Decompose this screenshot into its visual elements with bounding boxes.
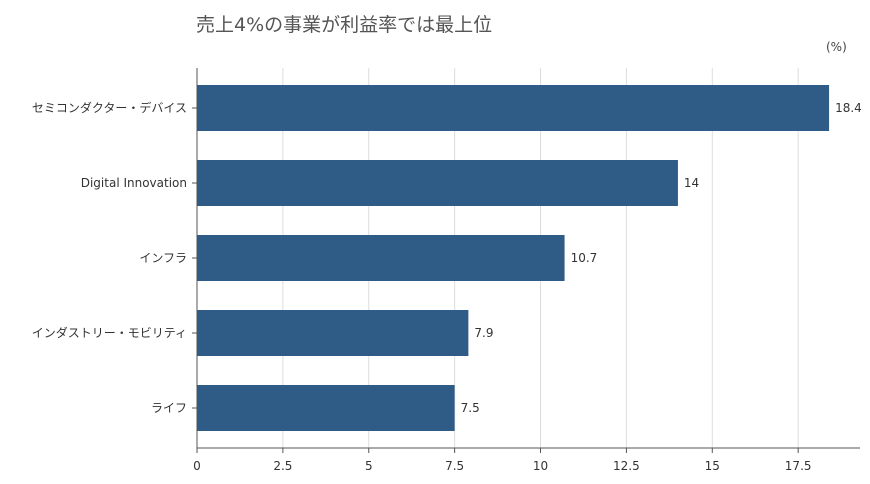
x-tick-label: 10 — [533, 459, 548, 473]
bar — [197, 310, 469, 356]
bar — [197, 385, 455, 431]
data-label: 10.7 — [571, 251, 598, 265]
chart-title: 売上4%の事業が利益率では最上位 — [196, 14, 493, 36]
category-label: セミコンダクター・デバイス — [32, 100, 187, 115]
data-label: 14 — [684, 176, 699, 190]
x-tick-label: 12.5 — [613, 459, 640, 473]
x-tick-label: 2.5 — [273, 459, 292, 473]
bar — [197, 85, 830, 131]
x-tick-label: 0 — [193, 459, 201, 473]
x-tick-label: 17.5 — [785, 459, 812, 473]
x-tick-label: 7.5 — [445, 459, 464, 473]
data-label: 18.4 — [835, 101, 862, 115]
unit-label: (%) — [826, 40, 847, 54]
category-label: インフラ — [139, 251, 187, 265]
bar — [197, 235, 565, 281]
data-label: 7.9 — [474, 326, 493, 340]
bar — [197, 160, 678, 206]
category-label: インダストリー・モビリティ — [32, 325, 187, 340]
x-tick-label: 5 — [365, 459, 373, 473]
data-label: 7.5 — [461, 401, 480, 415]
x-tick-label: 15 — [705, 459, 720, 473]
category-label: Digital Innovation — [81, 176, 187, 190]
category-label: ライフ — [151, 401, 187, 415]
